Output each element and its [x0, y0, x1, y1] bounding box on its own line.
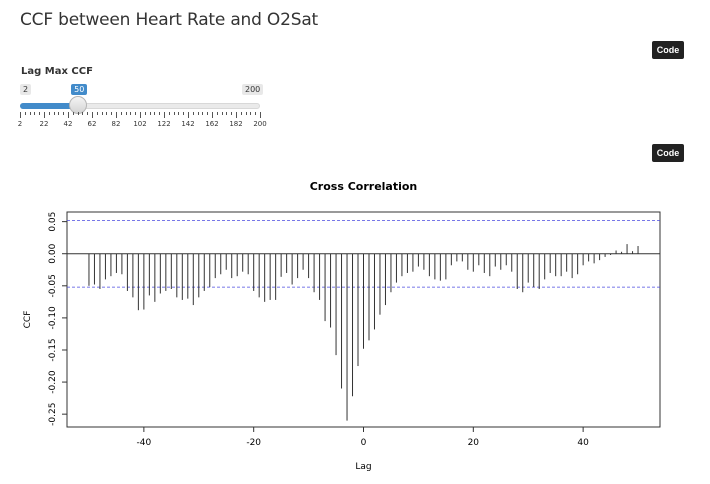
- slider-minor-tick: [236, 112, 237, 118]
- ccf-chart-svg: Cross Correlation -40 -20 0 20 40 0.05 0.00 -0.0…: [23, 180, 661, 472]
- slider-max-label: 200: [242, 84, 264, 95]
- slider-value-label: 50: [71, 84, 88, 95]
- slider-minor-tick: [240, 112, 242, 115]
- slider-minor-tick: [63, 112, 65, 115]
- code-button[interactable]: Code: [652, 41, 684, 59]
- chart-title: Cross Correlation: [310, 180, 418, 193]
- slider-minor-tick: [202, 112, 204, 115]
- slider-minor-tick: [92, 112, 93, 118]
- x-tick-label: -20: [246, 438, 261, 448]
- slider-minor-tick: [77, 112, 79, 115]
- slider-minor-tick: [24, 112, 26, 115]
- y-tick-label: -0.05: [48, 274, 58, 297]
- slider-minor-tick: [96, 112, 98, 115]
- slider-label: Lag Max CCF: [21, 66, 93, 77]
- slider-tick-label: 162: [205, 120, 219, 128]
- slider-tick-label: 42: [63, 120, 73, 128]
- slider-minor-tick: [216, 112, 218, 115]
- slider-minor-tick: [164, 112, 165, 118]
- slider-minor-tick: [197, 112, 199, 115]
- slider-minor-tick: [221, 112, 223, 115]
- slider-minor-tick: [48, 112, 50, 115]
- slider-minor-tick: [168, 112, 170, 115]
- ccf-chart: Cross Correlation -40 -20 0 20 40 0.05 0.00 -0.0…: [0, 174, 710, 479]
- slider-minor-tick: [159, 112, 161, 115]
- x-tick-label: -40: [137, 438, 152, 448]
- slider-minor-tick: [245, 112, 247, 115]
- slider-minor-tick: [116, 112, 117, 118]
- slider-tick-label: 200: [253, 120, 267, 128]
- x-axis-label: Lag: [355, 462, 371, 472]
- slider-tick-label: 2: [17, 120, 23, 128]
- y-axis-label: CCF: [23, 311, 33, 329]
- slider-minor-tick: [255, 112, 257, 115]
- slider-minor-tick: [192, 112, 194, 115]
- slider-tick-label: 142: [181, 120, 195, 128]
- slider-minor-tick: [125, 112, 127, 115]
- slider-min-label: 2: [20, 84, 32, 95]
- slider-minor-tick: [231, 112, 233, 115]
- slider-minor-tick: [53, 112, 55, 115]
- slider-minor-tick: [173, 112, 175, 115]
- code-button-2[interactable]: Code: [652, 144, 684, 162]
- slider-minor-tick: [111, 112, 113, 115]
- y-tick-label: 0.05: [48, 212, 58, 232]
- slider-tick-label: 102: [133, 120, 147, 128]
- slider-tick-label: 62: [87, 120, 97, 128]
- x-tick-label: 40: [577, 438, 589, 448]
- slider-minor-tick: [58, 112, 60, 115]
- slider-minor-tick: [260, 112, 261, 118]
- slider-minor-tick: [101, 112, 103, 115]
- slider-tick-label: 82: [111, 120, 121, 128]
- slider-minor-tick: [87, 112, 89, 115]
- slider-minor-tick: [68, 112, 69, 118]
- slider-minor-tick: [149, 112, 151, 115]
- slider-minor-tick: [212, 112, 213, 118]
- y-tick-label: -0.10: [48, 306, 58, 330]
- slider-minor-tick: [39, 112, 41, 115]
- slider-minor-tick: [130, 112, 132, 115]
- slider-tick-label: 122: [157, 120, 171, 128]
- slider-minor-tick: [140, 112, 141, 118]
- slider-minor-tick: [144, 112, 146, 115]
- y-tick-label: -0.15: [48, 338, 58, 361]
- slider-minor-tick: [34, 112, 36, 115]
- slider-minor-tick: [120, 112, 122, 115]
- slider-minor-tick: [44, 112, 45, 118]
- slider-minor-tick: [106, 112, 108, 115]
- x-tick-label: 20: [468, 438, 480, 448]
- slider-tick-label: 182: [229, 120, 243, 128]
- page-title: CCF between Heart Rate and O2Sat: [20, 10, 318, 30]
- slider-minor-tick: [154, 112, 156, 115]
- y-tick-label: -0.20: [48, 370, 58, 394]
- slider-minor-tick: [188, 112, 189, 118]
- slider-minor-tick: [72, 112, 74, 115]
- slider-minor-tick: [226, 112, 228, 115]
- slider-fill: [20, 103, 79, 109]
- slider-minor-tick: [20, 112, 21, 118]
- y-tick-label: 0.00: [48, 243, 58, 263]
- slider-minor-tick: [250, 112, 252, 115]
- slider-tick-label: 22: [39, 120, 49, 128]
- slider-minor-tick: [183, 112, 185, 115]
- slider-minor-tick: [178, 112, 180, 115]
- y-tick-label: -0.25: [48, 403, 58, 426]
- slider-ticks: 2 22 42 62 82 102 122 142 162 182 200: [17, 112, 267, 132]
- slider-minor-tick: [82, 112, 84, 115]
- x-tick-label: 0: [361, 438, 367, 448]
- slider-minor-tick: [135, 112, 137, 115]
- slider-minor-tick: [29, 112, 31, 115]
- lag-max-slider[interactable]: 2 200 50 2 22 42 62 82 102 122 142 162 182 200: [17, 82, 267, 132]
- slider-minor-tick: [207, 112, 209, 115]
